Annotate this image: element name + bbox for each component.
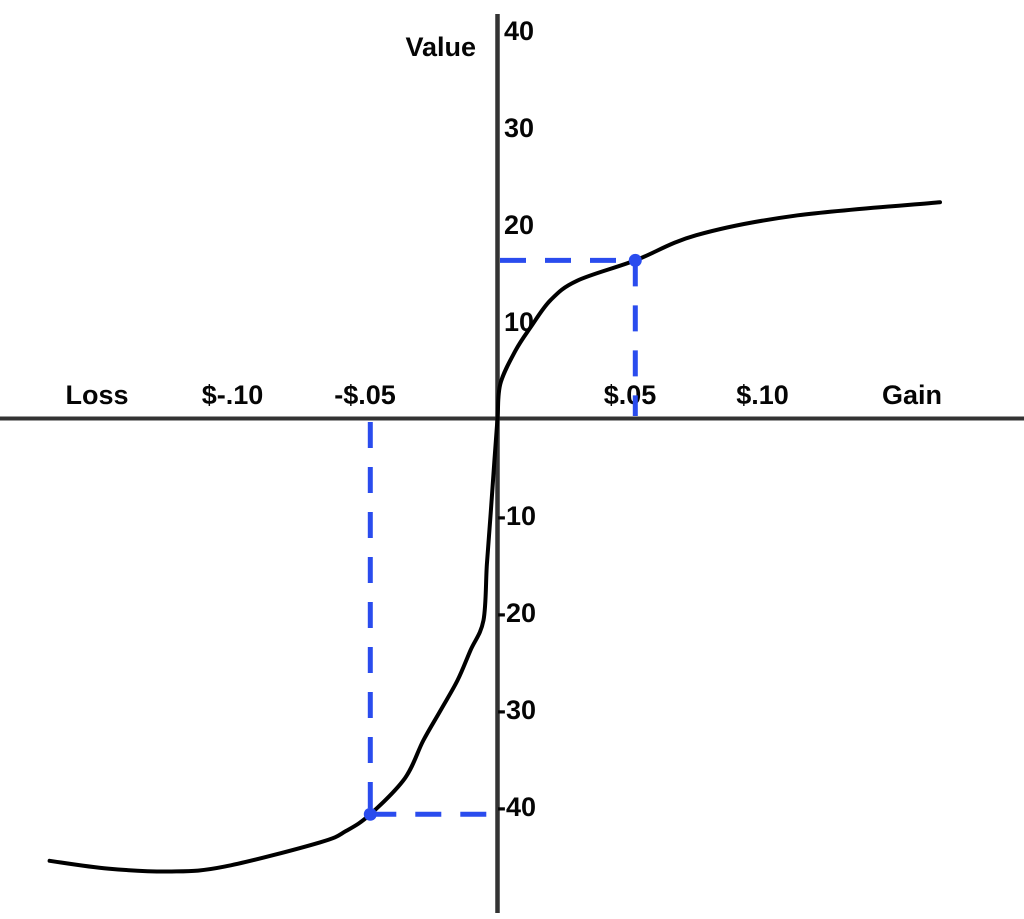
y-tick-30: 30 xyxy=(504,113,534,143)
y-tick--40: -40 xyxy=(497,792,536,822)
y-axis-title: Value xyxy=(405,32,476,62)
x-axis-label-gain: Gain xyxy=(882,380,942,410)
y-tick-40: 40 xyxy=(504,16,534,46)
y-tick-10: 10 xyxy=(504,307,534,337)
loss-example-annotation xyxy=(367,422,495,817)
gain-example-dot xyxy=(628,253,642,267)
y-tick--20: -20 xyxy=(497,598,536,628)
y-tick--10: -10 xyxy=(497,501,536,531)
x-tick--$.05: -$.05 xyxy=(334,380,396,410)
gain-example-annotation xyxy=(500,257,638,416)
x-tick-$-.10: $-.10 xyxy=(202,380,264,410)
x-axis-label-loss: Loss xyxy=(65,380,128,410)
x-tick-$.10: $.10 xyxy=(736,380,789,410)
value-curve xyxy=(47,200,942,874)
x-axis-tick-labels: $-.10 -$.05 $.05 $.10 xyxy=(202,380,789,410)
x-tick-$.05: $.05 xyxy=(604,380,657,410)
annotation-guides xyxy=(363,253,642,821)
y-tick--30: -30 xyxy=(497,695,536,725)
loss-example-dot xyxy=(363,807,377,821)
y-tick-20: 20 xyxy=(504,210,534,240)
